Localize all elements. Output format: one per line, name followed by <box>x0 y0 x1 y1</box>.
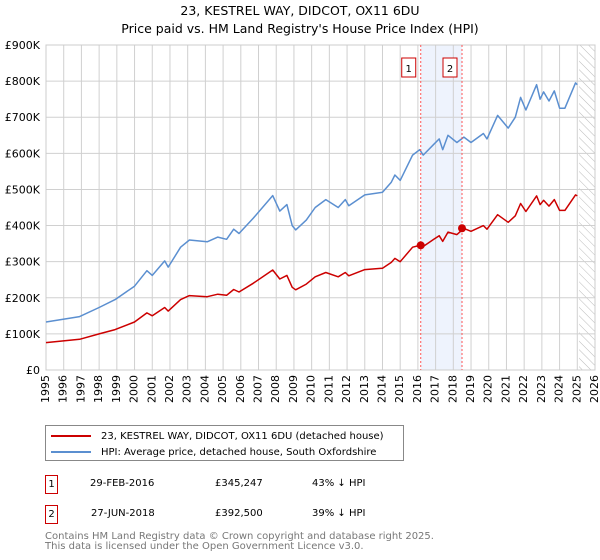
sale-label-box <box>401 57 417 78</box>
legend: 23, KESTREL WAY, DIDCOT, OX11 6DU (detac… <box>45 425 404 461</box>
plot-area: 1 2 1995 1996 1997 1998 1999 2000 2001 2002 2003 2… <box>5 39 600 403</box>
plot-frame <box>45 44 596 371</box>
y-tick-label: £900K <box>5 39 41 52</box>
x-tick-label: 1998 <box>92 375 105 403</box>
y-tick-label: £800K <box>5 75 41 88</box>
transaction-row: 2 27-JUN-2018 £392,500 39% ↓ HPI <box>45 505 425 525</box>
x-tick-label: 2012 <box>340 375 353 403</box>
x-tick-label: 1996 <box>57 375 70 403</box>
x-tick-label: 1999 <box>110 375 123 403</box>
legend-swatch-red <box>51 435 91 437</box>
legend-label-hpi: HPI: Average price, detached house, Sout… <box>101 446 377 458</box>
y-tick-label: £100K <box>5 328 41 341</box>
x-tick-label: 2023 <box>535 375 548 403</box>
x-tick-label: 2017 <box>429 375 442 403</box>
transaction-row: 1 29-FEB-2016 £345,247 43% ↓ HPI <box>45 475 425 495</box>
property-price-line <box>45 194 578 344</box>
x-tick-label: 2024 <box>553 375 566 403</box>
y-tick-label: £200K <box>5 292 41 305</box>
footer-copyright: Contains HM Land Registry data © Crown c… <box>45 531 434 542</box>
sale-label: 2 <box>447 64 453 75</box>
x-tick-label: 2020 <box>482 375 495 403</box>
x-tick-label: 2008 <box>269 375 282 403</box>
chart-title: 23, KESTREL WAY, DIDCOT, OX11 6DU <box>180 3 420 18</box>
transaction-price: £345,247 <box>215 478 263 489</box>
x-tick-label: 2019 <box>464 375 477 403</box>
y-tick-label: £300K <box>5 256 41 269</box>
forecast-hatch <box>579 45 595 370</box>
sale-label: 1 <box>406 64 412 75</box>
x-tick-label: 2018 <box>446 375 459 403</box>
x-tick-label: 1995 <box>39 375 52 403</box>
x-tick-label: 2016 <box>411 375 424 403</box>
x-tick-label: 2002 <box>163 375 176 403</box>
x-tick-label: 2011 <box>322 375 335 403</box>
sale-period-shade <box>420 45 463 370</box>
x-tick-label: 2005 <box>216 375 229 403</box>
legend-item-hpi: HPI: Average price, detached house, Sout… <box>46 444 376 460</box>
transaction-price: £392,500 <box>215 508 263 519</box>
x-tick-label: 2021 <box>499 375 512 403</box>
x-tick-label: 2025 <box>570 375 583 403</box>
x-tick-label: 2013 <box>358 375 371 403</box>
transaction-delta: 39% ↓ HPI <box>312 508 366 519</box>
hpi-line <box>45 82 578 323</box>
footer-licence: This data is licensed under the Open Gov… <box>45 541 364 552</box>
x-tick-label: 2000 <box>128 375 141 403</box>
legend-item-property: 23, KESTREL WAY, DIDCOT, OX11 6DU (detac… <box>46 428 384 444</box>
transaction-number: 1 <box>45 475 58 494</box>
x-tick-label: 2004 <box>198 375 211 403</box>
y-tick-label: £700K <box>5 111 41 124</box>
x-tick-label: 2006 <box>234 375 247 403</box>
legend-label-property: 23, KESTREL WAY, DIDCOT, OX11 6DU (detac… <box>101 430 384 442</box>
transaction-number: 2 <box>45 505 58 524</box>
transaction-date: 27-JUN-2018 <box>91 508 155 519</box>
x-tick-label: 2026 <box>588 375 600 403</box>
x-tick-label: 2001 <box>145 375 158 403</box>
x-tick-label: 1997 <box>74 375 87 403</box>
y-tick-label: £600K <box>5 147 41 160</box>
y-tick-label: £500K <box>5 183 41 196</box>
y-tick-label: £400K <box>5 220 41 233</box>
x-tick-label: 2014 <box>375 375 388 403</box>
legend-swatch-blue <box>51 451 91 453</box>
sale-label-box <box>442 57 458 78</box>
transaction-date: 29-FEB-2016 <box>90 478 155 489</box>
sale-point <box>416 241 425 250</box>
x-tick-label: 2010 <box>305 375 318 403</box>
sale-point <box>458 224 467 233</box>
x-tick-label: 2003 <box>181 375 194 403</box>
y-tick-label: £0 <box>26 364 40 377</box>
chart-subtitle: Price paid vs. HM Land Registry's House … <box>121 21 479 36</box>
x-tick-label: 2007 <box>252 375 265 403</box>
x-tick-label: 2022 <box>517 375 530 403</box>
x-tick-label: 2009 <box>287 375 300 403</box>
x-tick-label: 2015 <box>393 375 406 403</box>
transaction-delta: 43% ↓ HPI <box>312 478 366 489</box>
